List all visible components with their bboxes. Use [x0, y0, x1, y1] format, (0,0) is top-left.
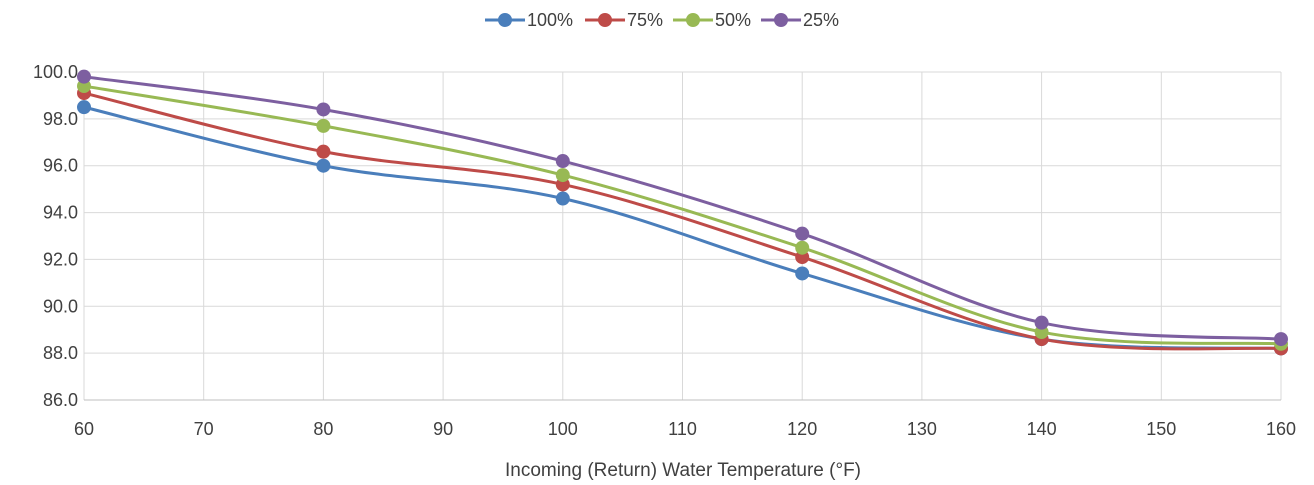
y-tick-label: 98.0 [43, 109, 78, 129]
data-point [795, 266, 810, 281]
y-tick-label: 96.0 [43, 156, 78, 176]
y-tick-label: 88.0 [43, 343, 78, 363]
data-point [316, 158, 331, 173]
legend: 100% 75% 50% 25% [485, 10, 839, 30]
data-point [316, 144, 331, 159]
legend-item: 50% [673, 10, 751, 30]
x-tick-label: 140 [1027, 419, 1057, 439]
grid [83, 71, 1282, 401]
y-axis-ticks: 86.0 88.0 90.0 92.0 94.0 96.0 98.0 100.0 [33, 62, 78, 410]
series-3 [77, 69, 1288, 347]
x-axis-ticks: 60 70 80 90 100 110 120 130 140 150 160 [74, 419, 1296, 439]
x-tick-label: 100 [548, 419, 578, 439]
y-tick-label: 94.0 [43, 203, 78, 223]
data-point [77, 69, 91, 84]
legend-label: 75% [627, 10, 663, 30]
x-tick-label: 90 [433, 419, 453, 439]
x-tick-label: 110 [668, 419, 697, 439]
series-line [83, 75, 1282, 341]
x-tick-label: 120 [787, 419, 817, 439]
series-line [83, 91, 1282, 351]
x-tick-label: 70 [194, 419, 214, 439]
x-tick-label: 80 [313, 419, 333, 439]
legend-item: 25% [761, 10, 839, 30]
legend-label: 100% [527, 10, 573, 30]
legend-marker [686, 13, 700, 27]
legend-marker [598, 13, 612, 27]
data-point [555, 154, 570, 169]
x-tick-label: 60 [74, 419, 94, 439]
x-axis-title: Incoming (Return) Water Temperature (°F) [505, 460, 861, 481]
y-tick-label: 92.0 [43, 249, 78, 269]
data-point [555, 168, 570, 183]
x-tick-label: 160 [1266, 419, 1296, 439]
x-tick-label: 130 [907, 419, 937, 439]
legend-item: 75% [585, 10, 663, 30]
series-line [83, 84, 1282, 346]
data-point [1034, 315, 1049, 330]
legend-label: 50% [715, 10, 751, 30]
legend-marker [498, 13, 512, 27]
data-point [316, 102, 331, 117]
data-point [555, 191, 570, 206]
y-tick-label: 100.0 [33, 62, 78, 82]
data-point [316, 118, 331, 133]
data-point [77, 100, 91, 115]
y-tick-label: 86.0 [43, 390, 78, 410]
y-tick-label: 90.0 [43, 296, 78, 316]
data-point [795, 226, 810, 241]
x-tick-label: 150 [1146, 419, 1176, 439]
legend-label: 25% [803, 10, 839, 30]
series-lines [77, 69, 1288, 356]
legend-item: 100% [485, 10, 573, 30]
data-point [795, 240, 810, 255]
data-point [1274, 332, 1288, 347]
legend-marker [774, 13, 788, 27]
